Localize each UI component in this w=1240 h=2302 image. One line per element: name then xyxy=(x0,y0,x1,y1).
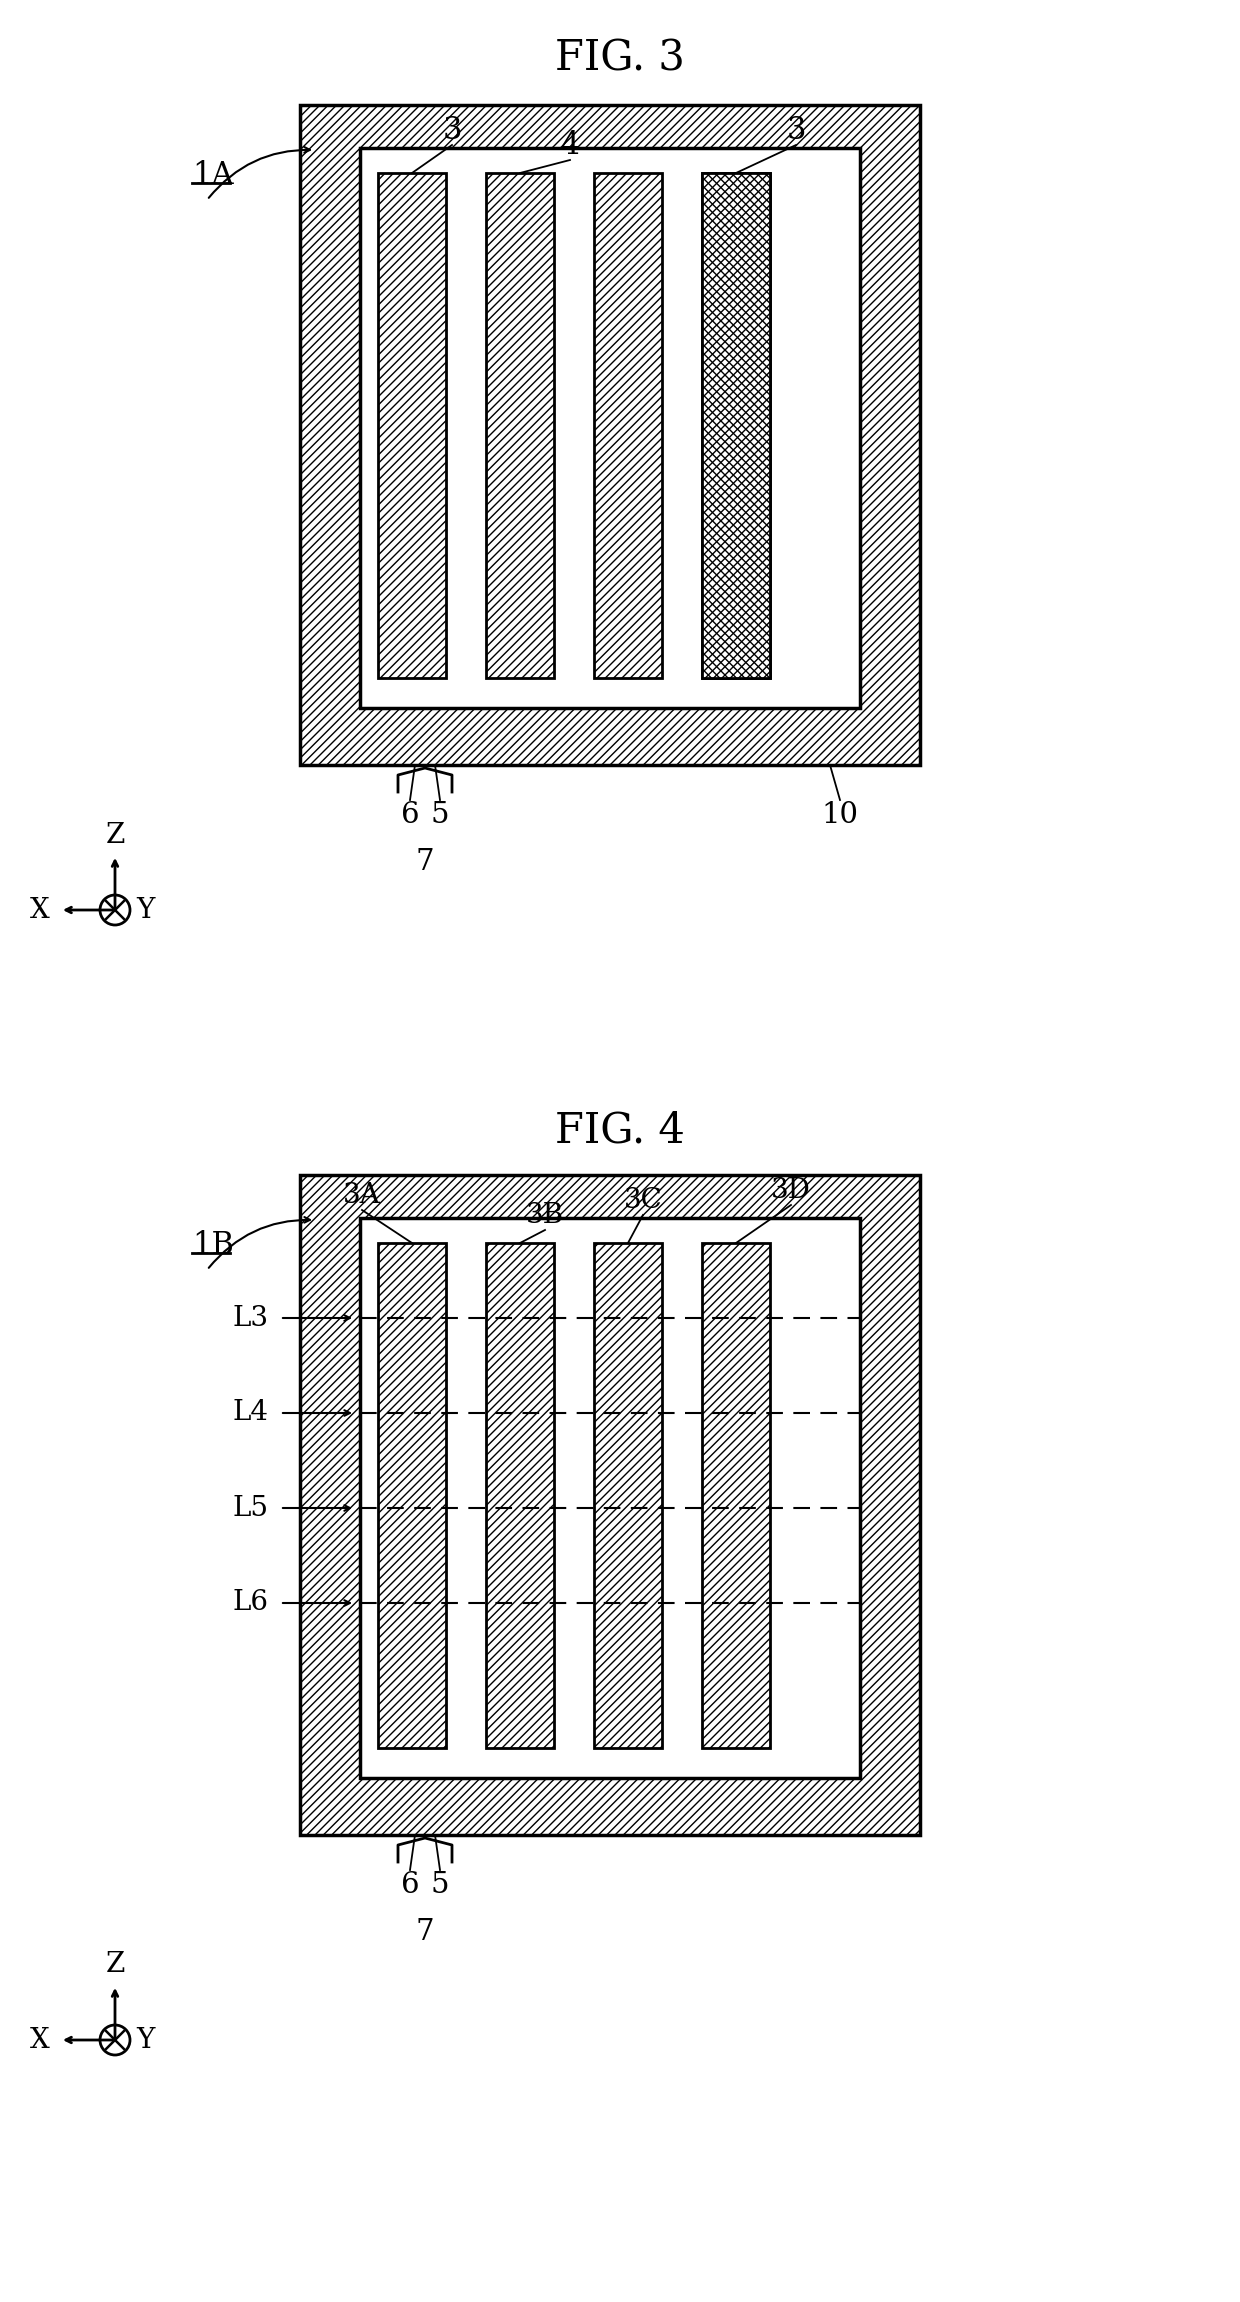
Text: 7: 7 xyxy=(415,847,434,877)
Text: 6: 6 xyxy=(401,801,419,829)
Text: Y: Y xyxy=(136,2026,154,2053)
Bar xyxy=(360,1218,861,1777)
Bar xyxy=(702,1243,770,1747)
Bar xyxy=(702,173,770,679)
Text: L6: L6 xyxy=(232,1588,268,1616)
Bar xyxy=(300,106,920,764)
Text: Z: Z xyxy=(105,822,125,849)
Bar xyxy=(594,1243,662,1747)
Bar xyxy=(702,173,770,679)
Text: 3B: 3B xyxy=(526,1202,564,1229)
Bar xyxy=(378,1243,446,1747)
Text: FIG. 3: FIG. 3 xyxy=(556,37,684,78)
Bar xyxy=(702,173,770,679)
Text: FIG. 4: FIG. 4 xyxy=(556,1110,684,1151)
Text: Z: Z xyxy=(105,1952,125,1977)
Text: 7: 7 xyxy=(415,1918,434,1945)
Bar xyxy=(594,173,662,679)
Text: 3A: 3A xyxy=(343,1181,381,1209)
Text: 4: 4 xyxy=(560,129,579,161)
Text: 1B: 1B xyxy=(192,1229,234,1261)
Text: L4: L4 xyxy=(232,1400,268,1427)
Text: X: X xyxy=(30,895,50,923)
Bar xyxy=(378,173,446,679)
Text: Y: Y xyxy=(136,895,154,923)
Text: 5: 5 xyxy=(430,1872,449,1899)
Text: 1A: 1A xyxy=(192,159,233,191)
Bar xyxy=(300,1174,920,1835)
Text: 6: 6 xyxy=(401,1872,419,1899)
Text: L3: L3 xyxy=(232,1305,268,1331)
Text: 10: 10 xyxy=(821,801,858,829)
Text: 3D: 3D xyxy=(771,1176,811,1204)
Text: 3: 3 xyxy=(786,115,806,145)
Text: 3C: 3C xyxy=(624,1186,662,1213)
Text: 5: 5 xyxy=(430,801,449,829)
Text: L5: L5 xyxy=(232,1494,268,1522)
Bar xyxy=(486,173,554,679)
Text: X: X xyxy=(30,2026,50,2053)
Bar xyxy=(486,1243,554,1747)
Bar xyxy=(360,147,861,709)
Text: 3: 3 xyxy=(443,115,461,145)
